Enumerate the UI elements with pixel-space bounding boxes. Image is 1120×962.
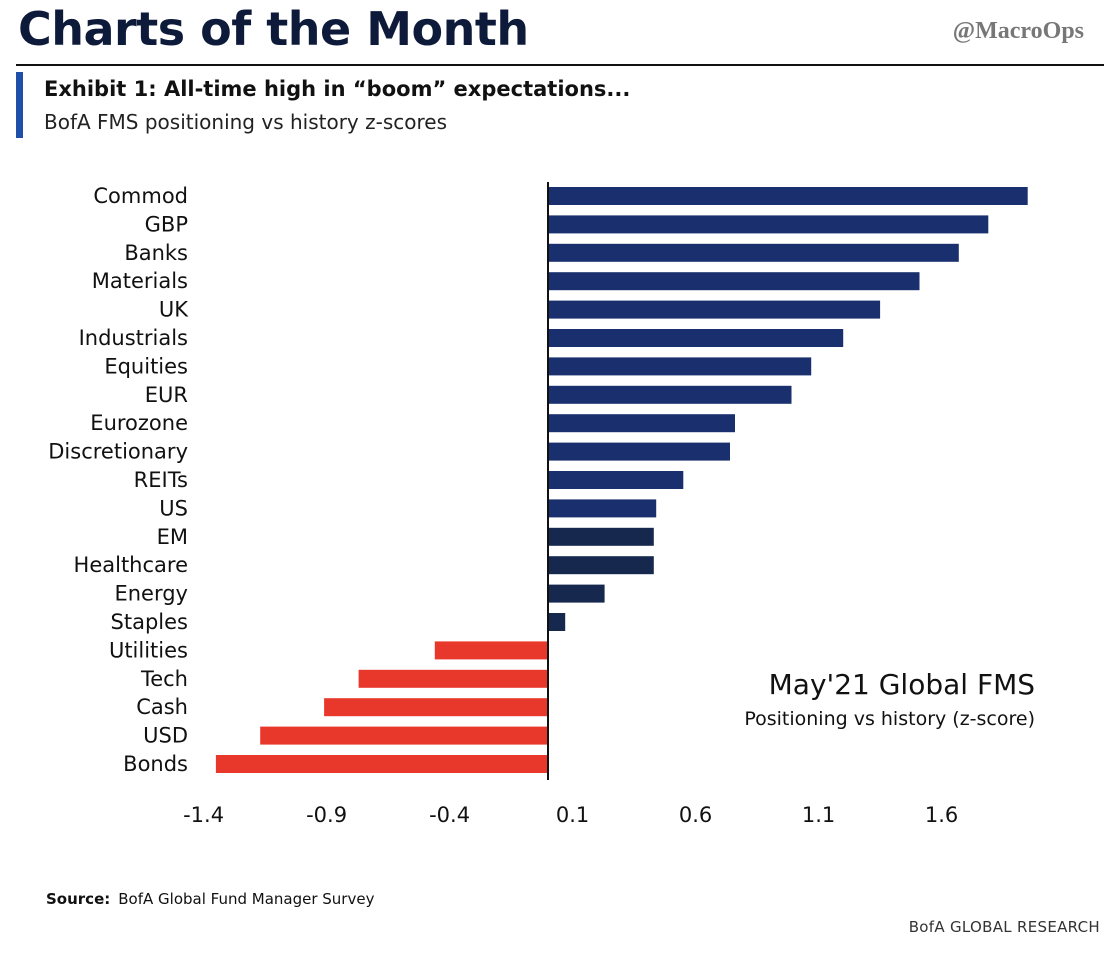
- category-label: UK: [159, 298, 189, 322]
- bar-tech: [358, 669, 548, 688]
- bar-bonds: [215, 755, 548, 773]
- bar-eurozone: [548, 414, 735, 433]
- category-label: Cash: [136, 695, 188, 719]
- category-label: Energy: [114, 582, 188, 606]
- source-line: Source: BofA Global Fund Manager Survey: [46, 890, 374, 908]
- bar-gbp: [548, 215, 989, 234]
- category-label: Utilities: [109, 638, 188, 662]
- category-label: Discretionary: [48, 440, 188, 464]
- bar-staples: [548, 613, 566, 631]
- bar-healthcare: [548, 556, 654, 575]
- x-tick-label: -1.4: [183, 803, 224, 827]
- category-label: EUR: [145, 383, 188, 407]
- category-label: USD: [143, 724, 188, 748]
- category-label: Industrials: [79, 326, 188, 350]
- page-title: Charts of the Month: [18, 2, 529, 56]
- x-tick-label: 1.6: [925, 803, 958, 827]
- bar-discretionary: [548, 442, 730, 461]
- bar-utilities: [434, 641, 548, 660]
- exhibit-accent-bar: [16, 72, 23, 138]
- research-credit: BofA GLOBAL RESEARCH: [908, 918, 1100, 936]
- category-label: EM: [157, 525, 188, 549]
- x-tick-label: 1.1: [802, 803, 835, 827]
- category-label: Staples: [111, 610, 188, 634]
- category-label: GBP: [145, 212, 188, 236]
- bar-energy: [548, 584, 605, 603]
- chart-annotation-title: May'21 Global FMS: [768, 668, 1035, 701]
- x-tick-label: 0.6: [679, 803, 712, 827]
- source-text: BofA Global Fund Manager Survey: [118, 890, 375, 908]
- bar-reits: [548, 471, 684, 489]
- bar-equities: [548, 357, 812, 376]
- category-label: Tech: [140, 667, 188, 691]
- bar-cash: [324, 698, 548, 717]
- category-label: Commod: [93, 184, 188, 208]
- bar-materials: [548, 272, 920, 291]
- bar-em: [548, 527, 654, 546]
- category-label: Healthcare: [74, 553, 188, 577]
- bar-eur: [548, 385, 792, 404]
- x-tick-label: 0.1: [556, 803, 589, 827]
- category-label: REITs: [134, 468, 188, 492]
- header-divider: [16, 64, 1104, 66]
- bar-commod: [548, 187, 1028, 205]
- bar-uk: [548, 300, 881, 319]
- category-label: US: [159, 496, 188, 520]
- source-label: Source:: [46, 890, 111, 908]
- bar-industrials: [548, 329, 844, 347]
- category-label: Banks: [124, 241, 188, 265]
- category-label: Materials: [92, 269, 188, 293]
- exhibit-subtitle: BofA FMS positioning vs history z-scores: [44, 110, 447, 134]
- author-handle: @MacroOps: [952, 18, 1084, 44]
- exhibit-title: Exhibit 1: All-time high in “boom” expec…: [44, 77, 631, 101]
- x-tick-label: -0.4: [429, 803, 470, 827]
- category-label: Equities: [104, 354, 188, 378]
- bar-banks: [548, 243, 959, 262]
- bar-usd: [260, 726, 548, 745]
- x-tick-label: -0.9: [306, 803, 347, 827]
- category-label: Bonds: [123, 752, 188, 776]
- category-label: Eurozone: [90, 411, 188, 435]
- chart-annotation-subtitle: Positioning vs history (z-score): [744, 708, 1035, 730]
- bar-us: [548, 499, 657, 518]
